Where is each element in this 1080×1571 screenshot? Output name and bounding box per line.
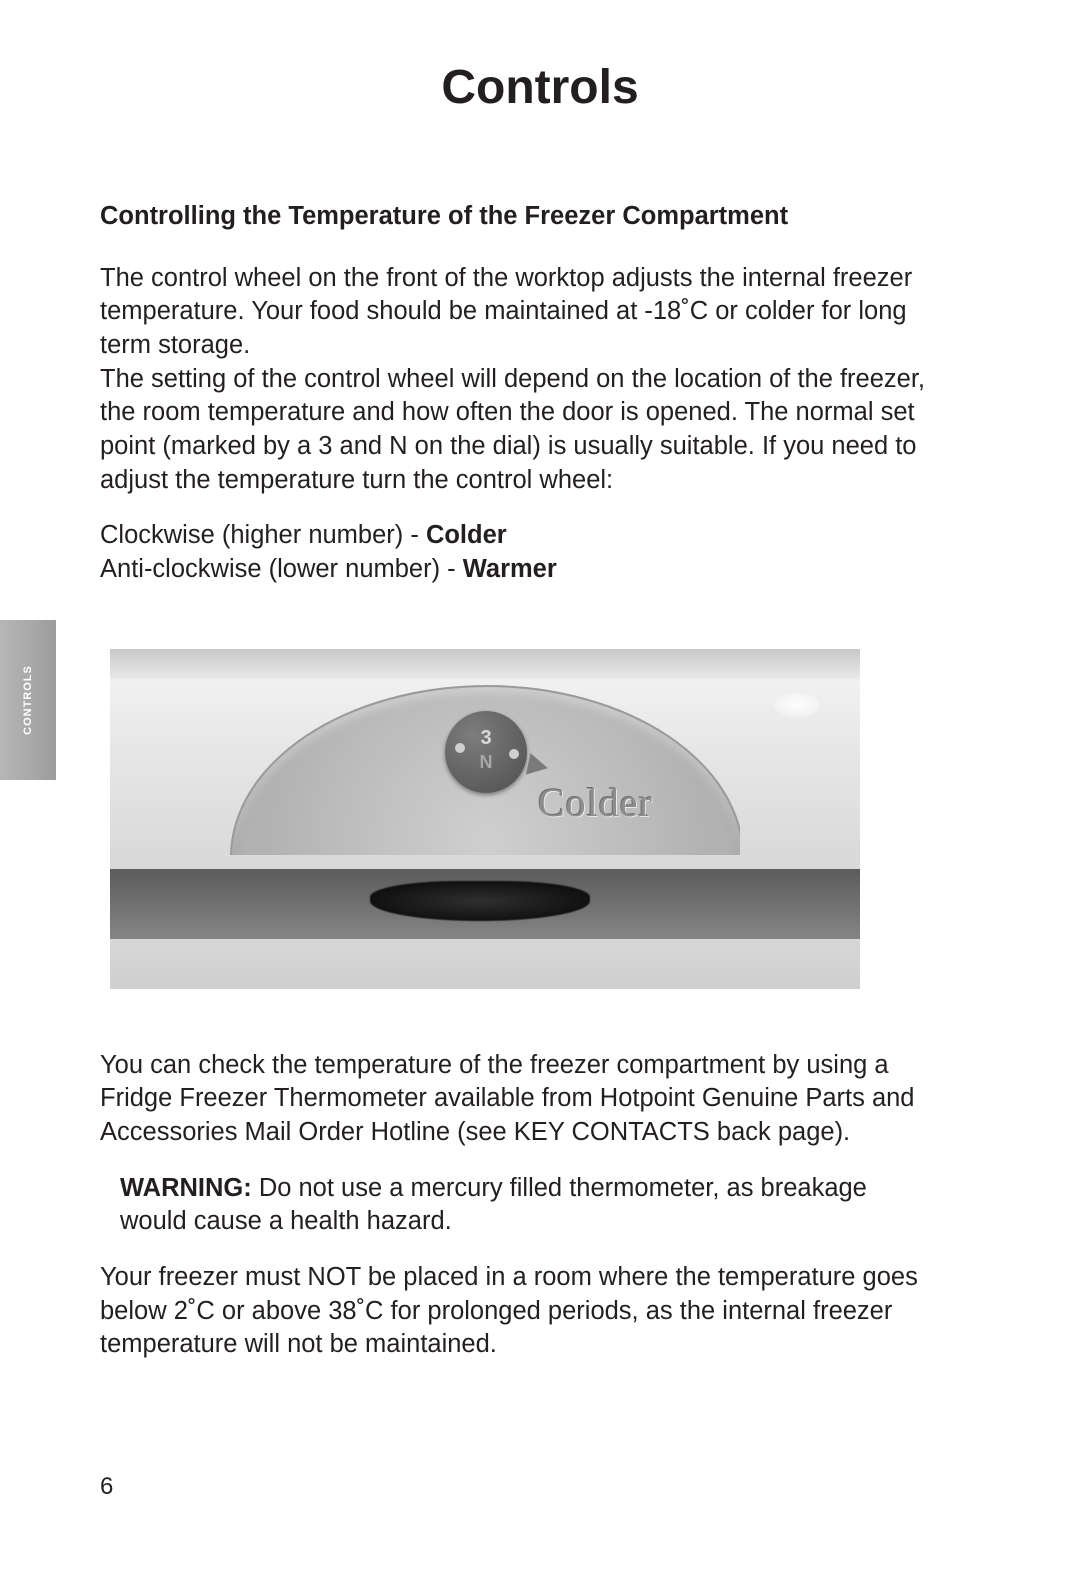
direction-anticlockwise-bold: Warmer [463, 555, 557, 583]
figure-highlight-spot [774, 693, 820, 717]
direction-anticlockwise-text: Anti-clockwise (lower number) - [100, 555, 463, 583]
paragraph-4: Your freezer must NOT be placed in a roo… [100, 1261, 960, 1362]
control-wheel-figure: 3 N Colder [110, 649, 860, 989]
dial-dot-right [509, 749, 519, 759]
direction-clockwise-text: Clockwise (higher number) - [100, 521, 426, 549]
warning-label: WARNING: [120, 1174, 252, 1202]
paragraph-1: The control wheel on the front of the wo… [100, 262, 960, 363]
warning-block: WARNING: Do not use a mercury filled the… [100, 1172, 960, 1239]
dial-dot-left [455, 743, 465, 753]
directions-block: Clockwise (higher number) - Colder Anti-… [100, 519, 960, 586]
direction-clockwise-bold: Colder [426, 521, 507, 549]
direction-clockwise: Clockwise (higher number) - Colder [100, 519, 960, 553]
page-number: 6 [100, 1473, 113, 1501]
side-tab: CONTROLS [0, 620, 56, 780]
section-heading: Controlling the Temperature of the Freez… [100, 200, 960, 234]
direction-anticlockwise: Anti-clockwise (lower number) - Warmer [100, 553, 960, 587]
dial-knob: 3 N [445, 711, 527, 793]
dial-colder-label: Colder [538, 777, 653, 830]
paragraph-3: You can check the temperature of the fre… [100, 1049, 960, 1150]
figure-band-top [110, 649, 860, 680]
dial-panel: 3 N Colder [230, 685, 740, 855]
figure-band-bottom [110, 939, 860, 989]
manual-page: CONTROLS Controls Controlling the Temper… [0, 60, 1080, 1571]
paragraph-2: The setting of the control wheel will de… [100, 363, 960, 498]
side-tab-label: CONTROLS [22, 665, 34, 735]
figure-handle [370, 881, 590, 921]
page-title: Controls [0, 60, 1080, 115]
page-content: Controlling the Temperature of the Freez… [100, 190, 960, 1362]
